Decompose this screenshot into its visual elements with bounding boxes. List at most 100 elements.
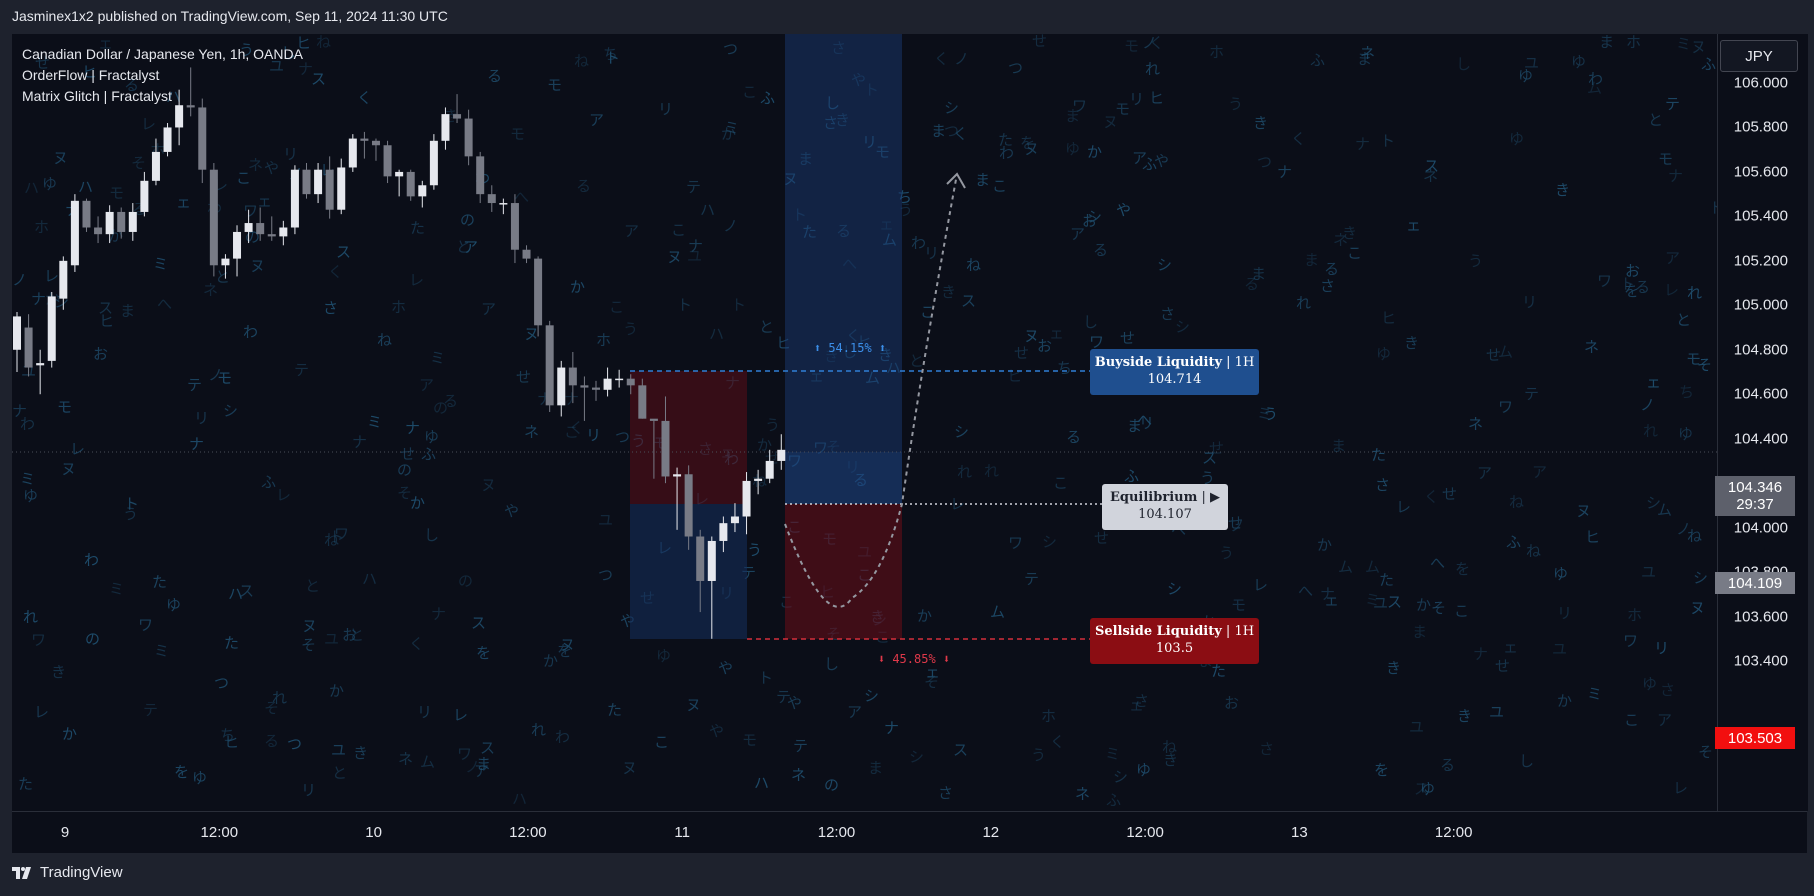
matrix-glyph: テ [1024, 570, 1039, 588]
matrix-glyph: ア [1657, 711, 1672, 729]
matrix-glyph: ネ [1584, 338, 1599, 356]
matrix-glyph: る [264, 732, 279, 750]
matrix-glyph: テ [776, 688, 791, 706]
matrix-glyph: ネ [1423, 167, 1438, 185]
matrix-glyph: き [1253, 114, 1268, 132]
matrix-glyph: た [1211, 662, 1226, 680]
matrix-glyph: る [1093, 241, 1108, 259]
matrix-glyph: と [349, 626, 364, 644]
matrix-glyph: シ [1042, 533, 1057, 551]
matrix-glyph: う [1468, 252, 1483, 270]
matrix-glyph: を [1374, 761, 1389, 779]
matrix-glyph: れ [1145, 60, 1160, 78]
matrix-glyph: ゆ [1518, 67, 1533, 85]
matrix-glyph: モ [1231, 596, 1246, 614]
bullish-candle [754, 478, 763, 481]
matrix-glyph: ト [605, 49, 620, 67]
matrix-glyph: か [1317, 536, 1332, 554]
matrix-glyph: こ [1053, 474, 1068, 492]
bearish-candle [661, 420, 670, 477]
matrix-glyph: ヌ [481, 476, 496, 494]
matrix-glyph: ヌ [667, 248, 682, 266]
matrix-glyph: そ [1697, 356, 1712, 374]
matrix-glyph: や [851, 71, 866, 89]
bullish-candle [777, 449, 786, 461]
matrix-glyph: ハ [754, 774, 769, 792]
matrix-glitch-background: リうせリやスモわリきこリおワおるトのスミノねノヒやたヌさナェやまナワきこノテくと… [12, 34, 1717, 809]
bearish-candle [406, 171, 415, 197]
matrix-glyph: シ [1646, 494, 1661, 512]
matrix-glyph: お [1224, 694, 1239, 712]
matrix-glyph: か [543, 652, 558, 670]
matrix-glyph: ト [1620, 275, 1635, 293]
time-axis[interactable]: 9 12:00 10 12:00 11 12:00 12 12:00 13 12:00 [12, 811, 1807, 853]
matrix-glyph: リ [194, 409, 209, 427]
matrix-glyph: ゆ [192, 769, 207, 787]
bearish-candle [649, 418, 658, 421]
matrix-glyph: ア [1665, 249, 1680, 267]
bullish-candle [36, 363, 45, 366]
matrix-glyph: ね [1162, 738, 1177, 756]
matrix-glyph: ノ [465, 758, 480, 776]
matrix-glyph: ち [603, 45, 618, 63]
matrix-glyph: ふ [1106, 791, 1121, 809]
matrix-glyph: レ [1396, 498, 1411, 516]
matrix-glyph: を [1020, 134, 1035, 152]
symbol-title[interactable]: Canadian Dollar / Japanese Yen, 1h, OAND… [22, 46, 303, 62]
discount-zone [785, 504, 902, 639]
matrix-glyph: ア [1532, 463, 1547, 481]
indicator-matrix-glitch[interactable]: Matrix Glitch | Fractalyst [22, 88, 172, 104]
sellside-liquidity-label[interactable]: Sellside Liquidity | 1H 103.5 [1090, 618, 1259, 664]
matrix-glyph: ヒ [1585, 528, 1600, 546]
matrix-glyph: せ [1094, 529, 1109, 547]
currency-button[interactable]: JPY [1720, 40, 1798, 72]
matrix-glyph: ェ [879, 215, 894, 233]
matrix-glyph: リ [1654, 639, 1669, 657]
matrix-glyph: ふ [1701, 55, 1716, 73]
matrix-glyph: ち [897, 188, 912, 206]
matrix-glyph: ト [758, 669, 773, 687]
matrix-glyph: さ [1660, 681, 1675, 699]
buyside-liquidity-label[interactable]: Buyside Liquidity | 1H 104.714 [1090, 349, 1259, 395]
bullish-candle [765, 460, 774, 479]
bullish-candle [441, 114, 450, 141]
matrix-glyph: レ [950, 495, 965, 513]
bullish-candle [163, 127, 172, 152]
matrix-glyph: れ [957, 463, 972, 481]
matrix-glyph: ゆ [1376, 345, 1391, 363]
matrix-glyph: る [1244, 275, 1259, 293]
matrix-glyph: し [1083, 313, 1098, 331]
matrix-glyph: た [998, 131, 1013, 149]
matrix-glyph: ネ [791, 766, 806, 784]
matrix-glyph: モ [217, 369, 232, 387]
indicator-orderflow[interactable]: OrderFlow | Fractalyst [22, 67, 160, 83]
footer-brand[interactable]: TradingView [12, 864, 123, 881]
price-axis[interactable]: 106.000 105.800 105.600 105.400 105.200 105.0… [1717, 34, 1808, 811]
matrix-glyph: ミ [1257, 405, 1272, 423]
price-tick: 105.400 [1733, 207, 1788, 225]
matrix-glyph: ワ [1008, 534, 1023, 552]
price-tick: 105.800 [1733, 118, 1788, 136]
price-tick: 103.400 [1733, 652, 1788, 670]
matrix-glyph: ヌ [53, 149, 68, 167]
chart-pane[interactable]: リうせリやスモわリきこリおワおるトのスミノねノヒやたヌさナェやまナワきこノテくと… [12, 34, 1717, 811]
matrix-glyph: ま [1065, 107, 1080, 125]
price-tick: 104.800 [1733, 341, 1788, 359]
bearish-candle [510, 203, 519, 250]
matrix-glyph: る [1324, 260, 1339, 278]
matrix-glyph: そ [264, 699, 279, 717]
bullish-candle [742, 480, 751, 517]
matrix-glyph: か [62, 725, 77, 743]
matrix-glyph: レ [453, 706, 468, 724]
matrix-glyph: ハ [709, 325, 724, 343]
matrix-glyph: ハ [512, 790, 527, 808]
matrix-glyph: ェ [98, 34, 113, 52]
matrix-glyph: ノ [208, 366, 223, 384]
equilibrium-label[interactable]: Equilibrium | ▶ 104.107 [1102, 484, 1228, 530]
matrix-glyph: そ [826, 438, 841, 456]
matrix-glyph: う [1228, 95, 1243, 113]
matrix-glyph: ェ [257, 192, 272, 210]
matrix-glyph: テ [143, 701, 158, 719]
matrix-glyph: ね [377, 331, 392, 349]
matrix-glyph: モ [875, 143, 890, 161]
